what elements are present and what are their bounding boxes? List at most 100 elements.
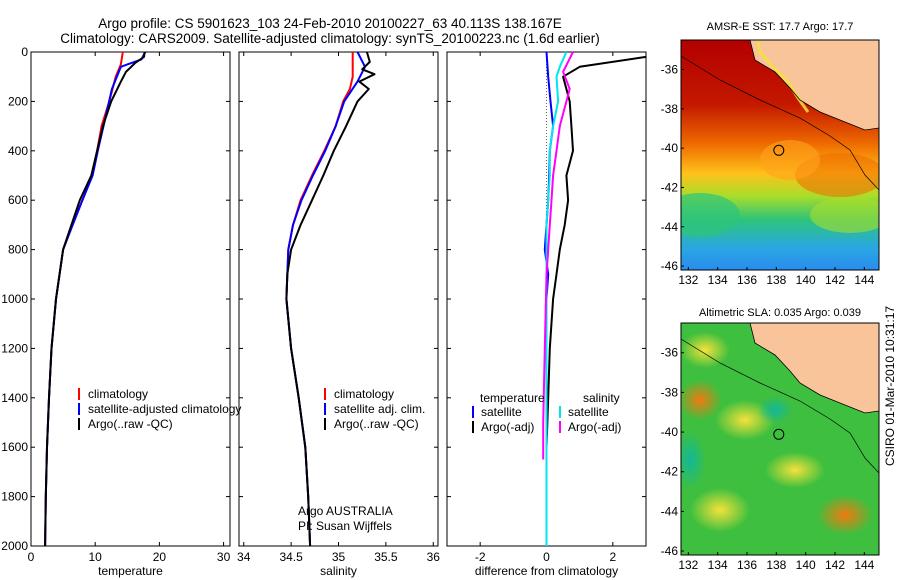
sla-blob xyxy=(817,495,873,535)
legend-label: Argo(-adj) xyxy=(568,420,621,434)
series-line-2 xyxy=(545,55,647,448)
annotation-line: PI: Susan Wijffels xyxy=(298,519,392,533)
profile-panel-2: 34 34.5 35 35.5 36 salinity climatologysatelli… xyxy=(237,51,441,578)
legend-label: climatology xyxy=(334,387,394,401)
legend-label: satellite xyxy=(481,405,522,419)
legend-label: climatology xyxy=(88,387,148,401)
legend-label: Argo(..raw -QC) xyxy=(88,417,173,431)
sla-map-title: Altimetric SLA: 0.035 Argo: 0.039 xyxy=(699,307,861,319)
sst-argo-marker xyxy=(773,144,785,156)
sst-patch xyxy=(760,140,820,180)
sst-coastline xyxy=(749,40,879,131)
sst-isobath xyxy=(681,55,879,191)
map-x-tick-label: 142 xyxy=(825,273,845,287)
series-line-4 xyxy=(542,51,574,460)
sst-patch xyxy=(681,193,740,237)
map-y-tick-label: -44 xyxy=(661,220,679,234)
map-x-tick-label: 134 xyxy=(708,558,728,572)
series-line-1 xyxy=(285,52,354,547)
x-tick-label: 35.5 xyxy=(374,550,398,564)
map-y-tick-label: -38 xyxy=(661,385,679,399)
map-x-tick-label: 132 xyxy=(678,558,698,572)
x-tick-label: 2 xyxy=(609,550,616,564)
x-tick-label: 20 xyxy=(153,550,167,564)
panel-frame xyxy=(30,51,231,547)
map-x-tick-label: 136 xyxy=(737,273,757,287)
x-axis-label: salinity xyxy=(320,564,357,578)
sst-map-frame xyxy=(680,39,880,271)
header-title-line2: Climatology: CARS2009. Satellite-adjuste… xyxy=(60,31,600,46)
map-y-tick-label: -36 xyxy=(661,346,679,360)
map-y-tick-label: -38 xyxy=(661,102,679,116)
legend-label: Argo(-adj) xyxy=(481,420,534,434)
map-x-tick-label: 142 xyxy=(825,558,845,572)
sla-blob xyxy=(765,452,825,488)
map-y-tick-label: -42 xyxy=(661,180,679,194)
annotation-line: Argo AUSTRALIA xyxy=(298,504,393,518)
y-tick-label: 600 xyxy=(8,193,28,207)
series-line-3 xyxy=(285,51,376,547)
map-x-tick-label: 138 xyxy=(766,558,786,572)
map-x-tick-label: 138 xyxy=(766,273,786,287)
x-tick-label: 30 xyxy=(217,550,231,564)
sla-map: Altimetric SLA: 0.035 Argo: 0.039 132 134… xyxy=(661,307,880,572)
sla-blob xyxy=(681,430,706,490)
sla-isobath xyxy=(681,338,879,474)
sst-map-title: AMSR-E SST: 17.7 Argo: 17.7 xyxy=(707,21,854,33)
map-y-tick-label: -36 xyxy=(661,62,679,76)
legend-label: satellite-adjusted climatology xyxy=(88,402,241,416)
sla-map-frame xyxy=(680,322,880,556)
map-x-tick-label: 132 xyxy=(678,273,698,287)
map-x-tick-label: 140 xyxy=(796,273,816,287)
sst-coastal-warm xyxy=(756,40,810,113)
map-y-tick-label: -46 xyxy=(661,259,679,273)
map-y-tick-label: -46 xyxy=(661,544,679,558)
x-tick-label: 34.5 xyxy=(279,550,303,564)
panel-frame xyxy=(238,51,439,547)
x-axis-label: difference from climatology xyxy=(475,564,618,578)
sst-map: AMSR-E SST: 17.7 Argo: 17.7 132 134 136 138… xyxy=(661,21,880,287)
y-tick-label: 0 xyxy=(21,45,28,59)
y-tick-label: 1400 xyxy=(1,391,28,405)
sst-land xyxy=(750,40,879,130)
sst-patch xyxy=(810,197,879,233)
sla-argo-marker xyxy=(773,428,785,440)
x-tick-label: -2 xyxy=(475,550,486,564)
y-tick-label: 800 xyxy=(8,243,28,257)
y-tick-label: 1200 xyxy=(1,341,28,355)
sla-blob xyxy=(681,332,730,368)
x-tick-label: 36 xyxy=(427,550,441,564)
legend-label: Argo(..raw -QC) xyxy=(334,417,419,431)
series-line-3 xyxy=(44,51,146,547)
series-line-2 xyxy=(285,51,366,547)
y-tick-label: 1000 xyxy=(1,292,28,306)
x-tick-label: 35 xyxy=(332,550,346,564)
sst-map-ticks: 132 134 136 138 140 142 144 -36 -38 -40 -42 -44 -46 xyxy=(661,62,875,287)
x-axis-label: temperature xyxy=(98,564,163,578)
x-tick-label: 10 xyxy=(89,550,103,564)
x-tick-label: 34 xyxy=(237,550,251,564)
sla-coastline xyxy=(749,323,879,414)
series-line-3 xyxy=(545,51,568,546)
x-tick-label: 0 xyxy=(28,550,35,564)
series-line-2 xyxy=(44,51,147,547)
sla-map-ticks: 132 134 136 138 140 142 144 -36 -38 -40 -42 -44 -46 xyxy=(661,346,875,572)
map-x-tick-label: 136 xyxy=(737,558,757,572)
y-tick-label: 1600 xyxy=(1,440,28,454)
map-x-tick-label: 144 xyxy=(854,273,874,287)
map-y-tick-label: -44 xyxy=(661,504,679,518)
y-tick-label: 1800 xyxy=(1,490,28,504)
sla-blob xyxy=(757,396,793,424)
map-x-tick-label: 140 xyxy=(796,558,816,572)
y-tick-label: 2000 xyxy=(1,539,28,553)
sla-land xyxy=(750,323,879,413)
sla-blob xyxy=(690,488,750,532)
x-tick-label: 0 xyxy=(543,550,550,564)
map-y-tick-label: -40 xyxy=(661,425,679,439)
header-title-line1: Argo profile: CS 5901623_103 24-Feb-2010… xyxy=(98,16,562,31)
map-y-tick-label: -42 xyxy=(661,465,679,479)
profile-panel-1: 0 10 20 30 temperature 0 200 400 600 800 1000 1200 1… xyxy=(1,45,241,578)
sla-blob xyxy=(681,380,722,420)
